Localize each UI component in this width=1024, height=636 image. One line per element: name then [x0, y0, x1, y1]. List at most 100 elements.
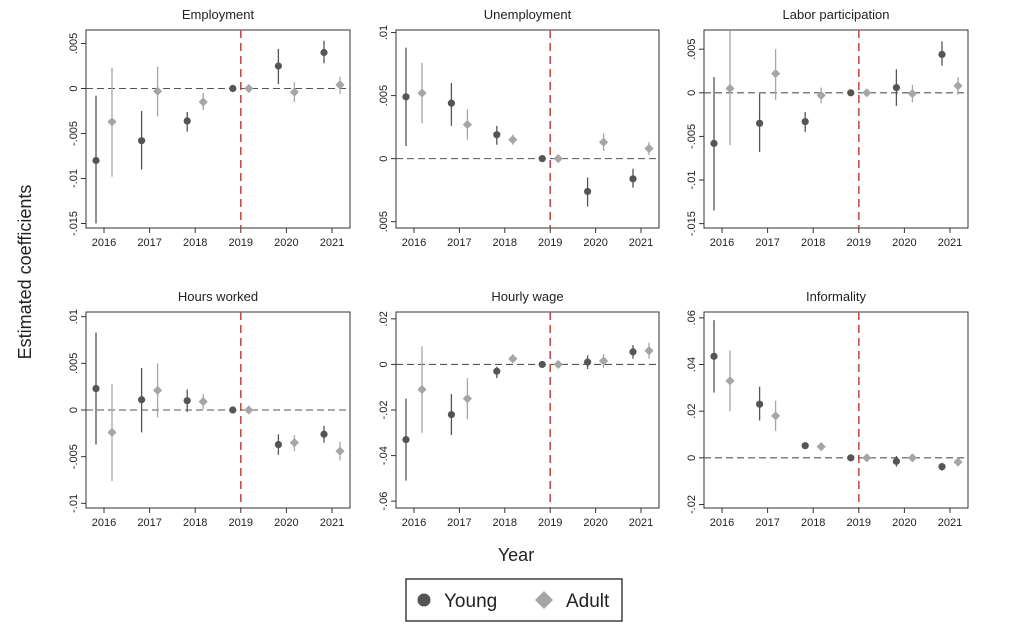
- series-adult: [725, 30, 963, 146]
- young-point: [138, 137, 146, 145]
- young-point: [938, 463, 946, 471]
- y-tick-label: .02: [686, 404, 698, 419]
- panel-5: Hourly wage .02 0 -.02 -.04 -.06 2016 2017 2018 2…: [378, 289, 660, 529]
- young-point: [320, 48, 328, 57]
- young-point: [584, 358, 592, 366]
- adult-point: [462, 119, 472, 130]
- y-tick-label: -.01: [68, 494, 80, 513]
- x-tick-label: 2017: [137, 517, 161, 529]
- panel-title: Hours worked: [178, 289, 258, 304]
- y-tick-label: -.02: [686, 495, 698, 514]
- adult-point: [725, 376, 735, 386]
- young-point: [92, 384, 100, 393]
- x-tick-label: 2021: [629, 237, 653, 249]
- adult-point: [335, 446, 345, 456]
- young-point: [584, 187, 592, 196]
- x-tick-label: 2017: [755, 237, 779, 249]
- young-point: [229, 406, 237, 414]
- y-tick-label: -.04: [378, 446, 390, 465]
- adult-point: [644, 143, 654, 154]
- x-tick-label: 2020: [892, 237, 916, 249]
- adult-point: [725, 83, 735, 94]
- young-point: [756, 400, 764, 408]
- series-young: [710, 320, 946, 471]
- panel-title: Employment: [182, 7, 255, 22]
- adult-point: [107, 427, 117, 437]
- y-tick-label: .005: [686, 38, 698, 59]
- panel-1: Employment .005 0 -.005 -.01 -.015 2016 2017 201…: [68, 7, 351, 249]
- young-point: [493, 367, 501, 375]
- adult-point: [816, 90, 826, 101]
- adult-point: [907, 89, 917, 99]
- young-point: [183, 397, 191, 405]
- x-tick-label: 2017: [447, 237, 471, 249]
- young-point: [892, 83, 901, 92]
- panels: Employment .005 0 -.005 -.01 -.015 2016 2017 201…: [68, 7, 969, 529]
- panel-4: Hours worked .01 .005 0 -.005 -.01 2016 2017 201…: [68, 289, 351, 529]
- adult-point: [417, 88, 427, 98]
- panel-title: Unemployment: [484, 7, 572, 22]
- panel-title: Informality: [806, 289, 866, 304]
- adult-point: [816, 442, 826, 452]
- x-tick-label: 2017: [447, 517, 471, 529]
- adult-point: [198, 397, 208, 407]
- x-tick-label: 2018: [801, 517, 825, 529]
- adult-point: [771, 411, 781, 421]
- adult-point: [953, 81, 963, 91]
- y-tick-label: -.02: [378, 401, 390, 420]
- panel-6: Informality .06 .04 .02 0 -.02 2016 2017 2018 201…: [686, 289, 969, 529]
- panel-title: Hourly wage: [491, 289, 563, 304]
- y-tick-label: -.015: [68, 211, 80, 236]
- legend-frame: [405, 578, 623, 622]
- x-tick-label: 2019: [229, 517, 253, 529]
- y-tick-label: 0: [686, 455, 698, 461]
- young-point: [447, 410, 455, 419]
- young-point: [938, 50, 946, 59]
- series-young: [92, 332, 328, 455]
- legend-adult-label: Adult: [566, 591, 610, 612]
- figure-y-axis-label: Estimated coefficients: [15, 185, 35, 360]
- x-tick-label: 2018: [493, 517, 517, 529]
- series-young: [402, 47, 637, 207]
- young-point: [892, 457, 901, 465]
- y-tick-label: 0: [686, 90, 698, 96]
- adult-point: [862, 88, 872, 98]
- y-tick-label: -.005: [68, 121, 80, 146]
- x-tick-label: 2019: [229, 237, 253, 249]
- adult-point: [907, 453, 917, 463]
- adult-point: [862, 453, 872, 463]
- x-tick-label: 2020: [583, 517, 607, 529]
- y-tick-label: .06: [686, 310, 698, 325]
- x-tick-label: 2020: [892, 517, 916, 529]
- panel-frame: [703, 29, 969, 229]
- y-tick-label: .04: [686, 357, 698, 372]
- y-tick-label: -.005: [686, 124, 698, 149]
- x-tick-label: 2018: [801, 237, 825, 249]
- young-point: [447, 99, 455, 107]
- series-adult: [417, 62, 654, 164]
- adult-point: [644, 346, 654, 356]
- adult-point: [153, 385, 163, 395]
- panel-2: Unemployment .01 .005 0 .005 2016 2017 2018 2019…: [378, 7, 660, 249]
- adult-point: [462, 394, 472, 404]
- adult-point: [553, 154, 563, 164]
- panel-3: Labor participation .005 0 -.005 -.01 -.015 20…: [686, 7, 969, 249]
- y-tick-label: -.005: [68, 444, 80, 469]
- adult-point: [771, 69, 781, 79]
- adult-point: [289, 438, 299, 448]
- adult-point: [289, 87, 299, 97]
- x-tick-label: 2018: [183, 517, 207, 529]
- adult-point: [153, 86, 163, 96]
- adult-point: [417, 384, 427, 395]
- y-tick-label: -.015: [686, 211, 698, 236]
- x-tick-label: 2021: [320, 237, 344, 249]
- adult-point: [198, 97, 208, 107]
- x-tick-label: 2016: [92, 237, 116, 249]
- x-tick-label: 2020: [274, 237, 298, 249]
- x-tick-label: 2016: [402, 237, 426, 249]
- adult-point: [335, 80, 345, 90]
- x-tick-label: 2017: [137, 237, 161, 249]
- legend-young-label: Young: [444, 591, 497, 612]
